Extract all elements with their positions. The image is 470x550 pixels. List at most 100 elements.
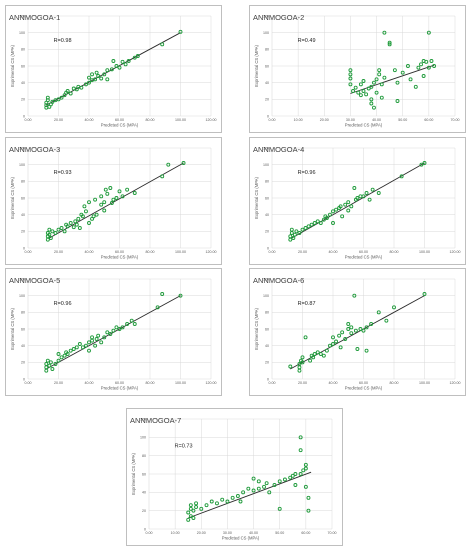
x-tick-label: 20.00 [298, 381, 307, 385]
x-axis-title: Predicted CS (MPA) [345, 255, 383, 260]
data-point [300, 360, 305, 365]
x-tick-label: 20.00 [197, 531, 206, 535]
data-point [298, 448, 303, 453]
data-point [369, 84, 374, 89]
data-point [289, 227, 294, 232]
data-point [361, 79, 366, 83]
data-point [297, 365, 302, 370]
data-point [298, 472, 303, 476]
y-tick-label: 100 [263, 294, 269, 298]
data-point [108, 186, 113, 190]
y-tick-label: 0 [23, 246, 25, 250]
data-point [272, 483, 277, 487]
data-point [331, 342, 335, 346]
data-point [384, 318, 389, 323]
x-tick-label: 70.00 [328, 531, 337, 535]
y-tick-label: 80 [21, 48, 25, 52]
y-tick-label: 0 [267, 114, 269, 118]
data-point [392, 68, 397, 73]
data-point [364, 348, 369, 353]
data-point [155, 305, 160, 310]
data-point [114, 196, 119, 200]
data-point [392, 305, 396, 310]
y-tick-label: 100 [19, 294, 25, 298]
data-point [90, 335, 95, 340]
x-tick-label: 100.00 [175, 250, 186, 254]
data-point [96, 74, 101, 78]
data-point [166, 162, 171, 167]
y-tick-label: 0 [267, 377, 269, 381]
data-point [90, 338, 95, 343]
scatter-svg-5: 0 20 40 60 80 100 120 0.00 20.00 40.00 60.00 80.00 1… [9, 276, 217, 391]
data-point [62, 229, 67, 234]
data-point [358, 327, 363, 331]
data-point [338, 204, 343, 209]
data-point [56, 97, 61, 102]
data-point [120, 59, 125, 64]
x-tick-label: 30.00 [346, 118, 355, 122]
y-tick-label: 60 [21, 327, 25, 331]
data-point [74, 345, 79, 350]
data-point [351, 89, 355, 93]
data-point [94, 212, 99, 217]
r-annotation: R=0.73 [175, 444, 193, 450]
data-point [96, 333, 101, 338]
data-point [87, 200, 91, 205]
data-point [50, 367, 55, 371]
y-tick-label: 100 [263, 31, 269, 35]
data-point [87, 80, 91, 85]
y-tick-label: 120 [140, 417, 146, 421]
y-tick-label: 100 [263, 163, 269, 167]
data-point [379, 82, 384, 87]
data-point [303, 226, 308, 230]
data-point [132, 322, 137, 326]
data-point [303, 484, 308, 489]
data-point [348, 68, 353, 73]
y-tick-label: 100 [140, 436, 146, 440]
y-tick-label: 20 [265, 98, 269, 102]
data-point [238, 499, 243, 504]
data-point [90, 72, 95, 77]
x-tick-label: 0.00 [25, 250, 32, 254]
data-point [79, 85, 84, 90]
data-point [102, 72, 107, 77]
data-point [405, 64, 410, 68]
data-point [73, 219, 78, 224]
data-point [321, 217, 326, 222]
y-tick-label: 20 [265, 361, 269, 365]
y-tick-label: 40 [21, 344, 25, 348]
data-point [117, 65, 122, 70]
data-point [225, 499, 230, 504]
data-point [102, 200, 107, 205]
data-point [367, 197, 372, 202]
data-point [297, 362, 302, 366]
data-point [123, 62, 128, 67]
scatter-svg-2: 0 20 40 60 80 100 120 0.00 10.00 20.00 30.00 40.00 5… [253, 13, 460, 128]
y-tick-label: 100 [19, 163, 25, 167]
data-point [99, 76, 104, 81]
x-axis-title: Predicted CS (MPA) [345, 123, 383, 128]
data-point [45, 98, 50, 103]
data-point [300, 227, 305, 232]
data-point [277, 479, 282, 484]
data-point [108, 332, 113, 336]
data-point [293, 483, 298, 487]
data-point [71, 347, 76, 351]
data-point [324, 216, 329, 220]
r-annotation: R=0.96 [54, 301, 72, 307]
data-point [352, 186, 357, 190]
x-tick-label: 120.00 [206, 250, 217, 254]
data-point [318, 352, 323, 356]
data-point [379, 95, 384, 100]
data-point [251, 488, 256, 493]
y-tick-label: 60 [142, 472, 146, 476]
y-tick-label: 80 [21, 180, 25, 184]
x-tick-label: 10.00 [171, 531, 180, 535]
data-point [419, 62, 423, 67]
data-point [56, 227, 61, 232]
data-point [94, 70, 99, 75]
x-tick-label: 120.00 [206, 118, 217, 122]
data-point [45, 358, 50, 363]
data-point [346, 322, 351, 326]
y-tick-label: 0 [267, 246, 269, 250]
